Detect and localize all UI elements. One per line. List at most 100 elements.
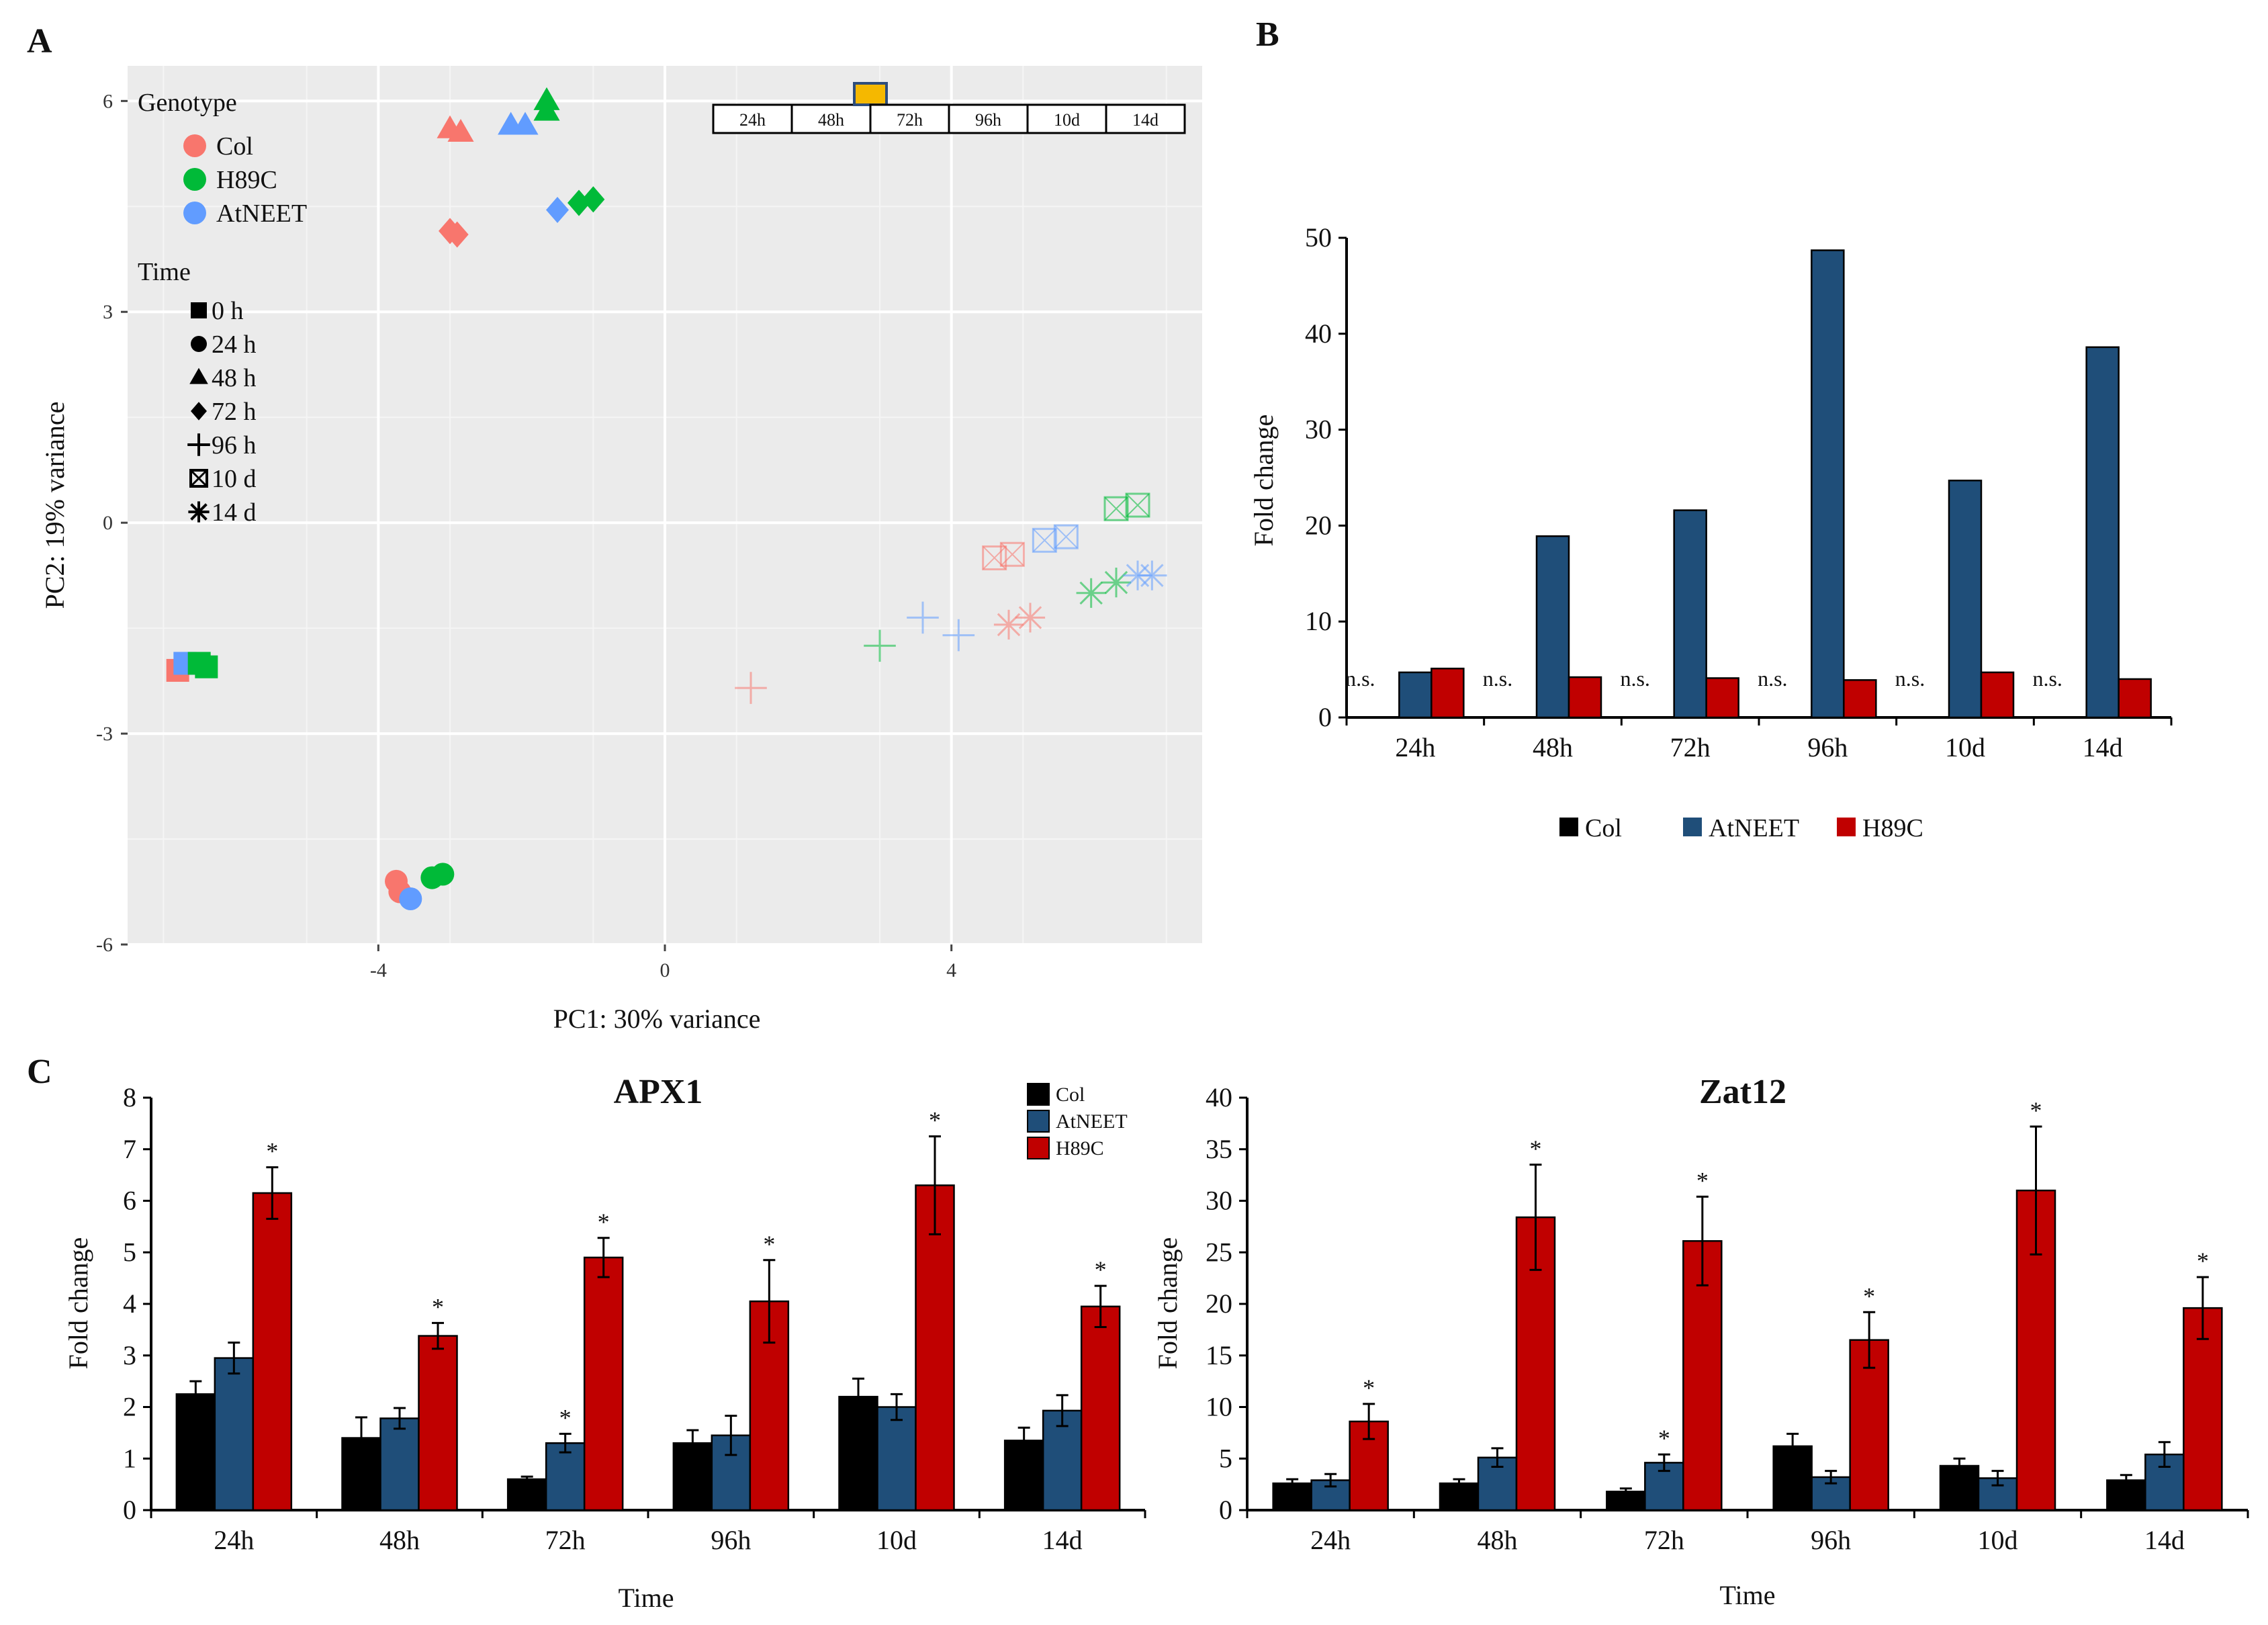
bar-h89c bbox=[2183, 1307, 2223, 1511]
y-tick-label: 1 bbox=[123, 1443, 136, 1473]
triangle-marker bbox=[189, 367, 208, 384]
error-bar bbox=[2120, 1474, 2132, 1487]
y-tick-label: 30 bbox=[1305, 414, 1332, 445]
x-tick-label: 48h bbox=[1478, 1525, 1518, 1555]
y-tick-label: 0 bbox=[1219, 1495, 1232, 1525]
significance-star: * bbox=[2197, 1247, 2209, 1274]
x-tick-label: 10d bbox=[1945, 732, 1985, 762]
time-legend-diamond-icon bbox=[191, 402, 207, 421]
pca-point bbox=[1101, 568, 1132, 598]
boxed-x-marker-box bbox=[189, 469, 208, 488]
x-tick-label: 96h bbox=[711, 1525, 751, 1555]
bar-atneet bbox=[545, 1442, 586, 1511]
bar-h89c bbox=[1431, 667, 1465, 719]
error-bar bbox=[1363, 1403, 1375, 1440]
significance-star: * bbox=[2030, 1097, 2042, 1124]
bar-h89c bbox=[2118, 678, 2152, 719]
panel-label-a: A bbox=[27, 22, 52, 60]
pca-plot: -4 0 4 6 3 0 -3 -6 PC1: 30% variance PC2: 19% v… bbox=[40, 66, 1202, 1034]
error-bar bbox=[1324, 1473, 1337, 1488]
genotype-legend-label: Col bbox=[216, 132, 253, 161]
apx1-legend: Col AtNEET H89C bbox=[1027, 1083, 1128, 1159]
x-tick-label: 72h bbox=[545, 1525, 586, 1555]
pca-gridlines bbox=[128, 66, 1202, 946]
y-tick-label: 50 bbox=[1305, 222, 1332, 253]
x-tick-label: 14d bbox=[2083, 732, 2123, 762]
time-legend: 0 h 24 h 48 h 72 h 96 h 10 d 14 d bbox=[187, 297, 257, 527]
pca-ticks: -4 0 4 6 3 0 -3 -6 bbox=[96, 90, 956, 981]
apx1-bar-chart: APX1 Time Fold change 0 1 2 3 4 5 6 7 8 24h * 48h * 7… bbox=[63, 1073, 1146, 1613]
error-bar bbox=[266, 1166, 279, 1220]
circle-marker bbox=[431, 863, 455, 886]
diamond-marker bbox=[582, 186, 605, 213]
x-tick-label: 48h bbox=[1533, 732, 1573, 762]
boxed-x-marker-cross bbox=[1032, 528, 1057, 553]
x-tick-label: 14d bbox=[2144, 1525, 2185, 1555]
error-bar bbox=[559, 1432, 572, 1454]
error-bar bbox=[725, 1415, 737, 1456]
x-tick-label: 72h bbox=[1670, 732, 1711, 762]
pca-point bbox=[447, 119, 474, 142]
significance-star: * bbox=[1696, 1167, 1709, 1194]
y-tick-label: 7 bbox=[123, 1134, 136, 1164]
pca-y-axis-title: PC2: 19% variance bbox=[40, 402, 70, 609]
diamond-marker bbox=[546, 196, 569, 224]
timeline-highlight-marker bbox=[853, 82, 888, 106]
y-tick-label: 2 bbox=[123, 1392, 136, 1422]
apx1-legend-label: AtNEET bbox=[1056, 1110, 1128, 1133]
pca-y-tick-label: -3 bbox=[96, 723, 113, 745]
pca-point bbox=[1032, 527, 1057, 553]
x-tick-label: 72h bbox=[1644, 1525, 1684, 1555]
significance-star: * bbox=[1530, 1135, 1542, 1162]
diamond-marker bbox=[568, 189, 590, 216]
error-bar bbox=[1658, 1453, 1670, 1473]
asterisk-marker bbox=[1076, 578, 1106, 608]
timeline-inset: 24h 48h 72h 96h 10d 14d bbox=[712, 82, 1186, 134]
pca-point bbox=[431, 863, 455, 886]
error-bar bbox=[394, 1407, 406, 1430]
error-bar bbox=[891, 1393, 903, 1421]
zat12-y-axis-title: Fold change bbox=[1152, 1237, 1183, 1370]
pca-point bbox=[546, 196, 569, 224]
x-tick-label: 10d bbox=[1978, 1525, 2018, 1555]
b-legend-swatch bbox=[1559, 818, 1578, 836]
zat12-title: Zat12 bbox=[1699, 1073, 1786, 1111]
error-bar bbox=[1696, 1195, 1709, 1286]
bar-atneet bbox=[1535, 535, 1570, 719]
timeline-cell bbox=[948, 103, 1029, 134]
x-tick-label: 48h bbox=[379, 1525, 420, 1555]
apx1-legend-label: Col bbox=[1056, 1084, 1085, 1106]
genotype-legend: Col H89C AtNEET bbox=[183, 132, 307, 228]
genotype-legend-swatch bbox=[183, 134, 206, 157]
zat12-x-axis-title: Time bbox=[1719, 1580, 1775, 1610]
error-bar bbox=[432, 1321, 444, 1350]
pca-point bbox=[582, 186, 605, 213]
y-tick-label: 40 bbox=[1305, 318, 1332, 349]
boxed-x-marker-cross bbox=[189, 469, 208, 488]
error-bar bbox=[189, 1380, 202, 1408]
significance-star: * bbox=[559, 1404, 572, 1431]
pca-x-tick-label: 4 bbox=[946, 959, 956, 981]
significance-star: * bbox=[1658, 1425, 1670, 1452]
timeline-cell bbox=[1105, 103, 1186, 134]
time-legend-label: 0 h bbox=[212, 297, 244, 325]
ns-annotation: n.s. bbox=[1483, 666, 1512, 691]
error-bar bbox=[1017, 1426, 1030, 1455]
boxed-x-marker-box bbox=[1103, 496, 1129, 521]
bar-atneet bbox=[379, 1417, 420, 1511]
boxed-x-marker-cross bbox=[1104, 496, 1128, 521]
pca-x-tick-label: -4 bbox=[370, 959, 387, 981]
square-marker bbox=[195, 655, 218, 678]
time-legend-label: 24 h bbox=[212, 331, 257, 359]
y-tick-label: 10 bbox=[1206, 1392, 1232, 1422]
apx1-y-axis-title: Fold change bbox=[63, 1237, 93, 1370]
triangle-marker bbox=[512, 112, 539, 135]
error-bar bbox=[597, 1237, 610, 1278]
apx1-legend-swatch bbox=[1027, 1083, 1050, 1106]
ns-annotation: n.s. bbox=[1620, 666, 1649, 691]
pca-point bbox=[864, 629, 896, 662]
time-legend-circle-icon bbox=[191, 336, 207, 352]
error-bar bbox=[2196, 1276, 2209, 1340]
x-tick-label: 96h bbox=[1811, 1525, 1851, 1555]
time-legend-title: Time bbox=[138, 258, 191, 286]
